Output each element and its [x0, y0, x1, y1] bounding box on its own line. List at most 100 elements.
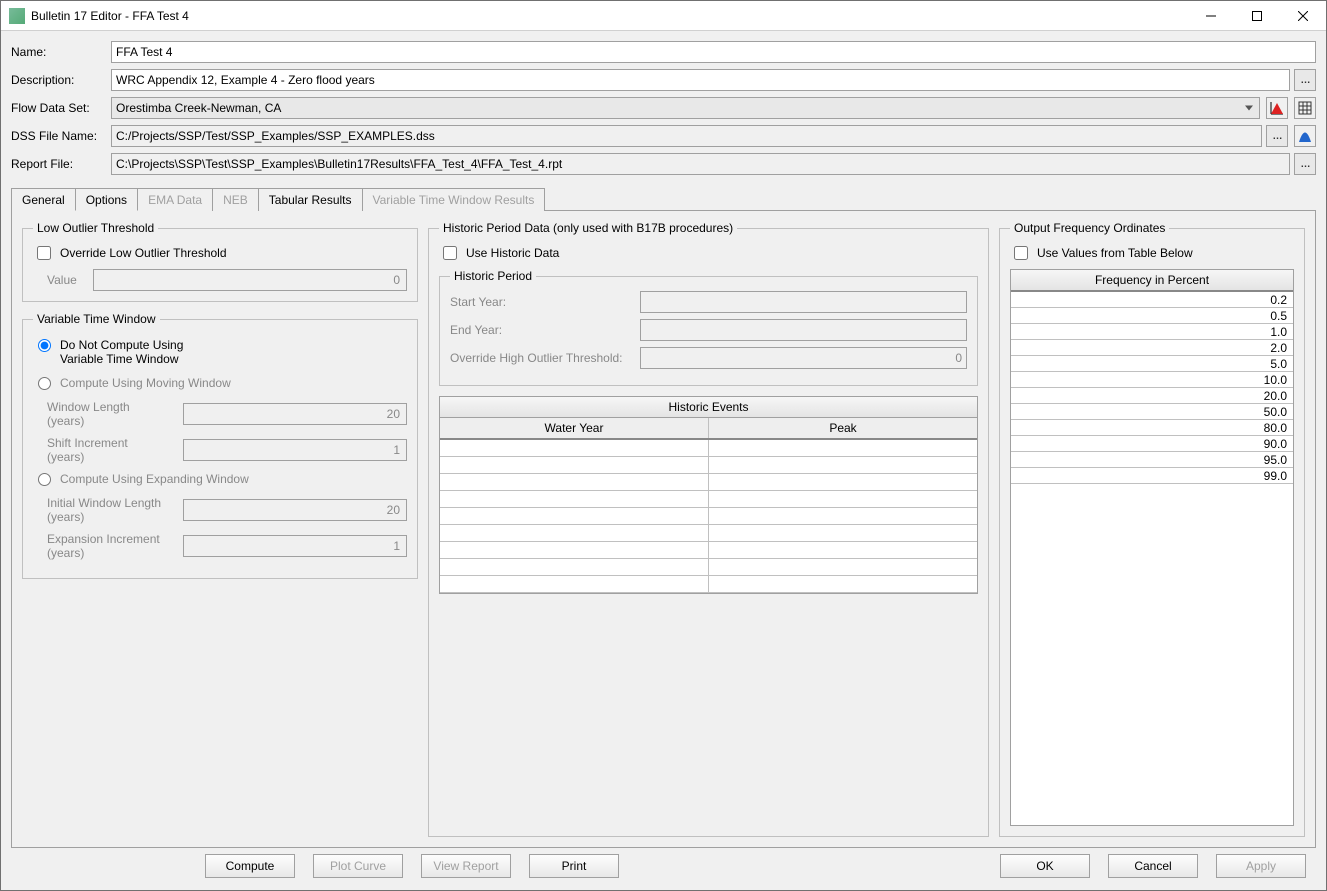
table-row[interactable] [440, 491, 977, 508]
tab-ema-data: EMA Data [137, 188, 213, 211]
override-low-outlier-checkbox[interactable] [37, 246, 51, 260]
frequency-row[interactable]: 90.0 [1011, 436, 1293, 452]
app-icon [9, 8, 25, 24]
shift-increment-input [183, 439, 407, 461]
vtw-do-not-compute-radio[interactable] [38, 339, 51, 352]
editor-window: Bulletin 17 Editor - FFA Test 4 Name: De… [0, 0, 1327, 891]
report-file-input[interactable] [111, 153, 1290, 175]
historic-events-header: Historic Events [440, 397, 977, 418]
flow-label: Flow Data Set: [11, 101, 107, 115]
window-length-label: Window Length [47, 400, 130, 414]
initial-window-length-years: (years) [47, 510, 84, 524]
frequency-row[interactable]: 10.0 [1011, 372, 1293, 388]
frequency-header: Frequency in Percent [1011, 270, 1293, 292]
maximize-button[interactable] [1234, 1, 1280, 31]
low-outlier-group: Low Outlier Threshold Override Low Outli… [22, 221, 418, 302]
end-year-input [640, 319, 967, 341]
col-water-year: Water Year [440, 418, 709, 438]
tab-tabular-results[interactable]: Tabular Results [258, 188, 363, 211]
name-input[interactable] [111, 41, 1316, 63]
historic-events-table: Historic Events Water Year Peak [439, 396, 978, 594]
table-row[interactable] [440, 457, 977, 474]
dss-browse-button[interactable]: … [1266, 125, 1288, 147]
shift-increment-years: (years) [47, 450, 84, 464]
name-label: Name: [11, 45, 107, 59]
dss-file-input[interactable] [111, 125, 1262, 147]
frequency-row[interactable]: 80.0 [1011, 420, 1293, 436]
minimize-button[interactable] [1188, 1, 1234, 31]
end-year-label: End Year: [450, 323, 640, 337]
expansion-increment-label: Expansion Increment [47, 532, 160, 546]
titlebar: Bulletin 17 Editor - FFA Test 4 [1, 1, 1326, 31]
table-row[interactable] [440, 542, 977, 559]
report-label: Report File: [11, 157, 107, 171]
description-label: Description: [11, 73, 107, 87]
table-row[interactable] [440, 576, 977, 593]
tab-strip: General Options EMA Data NEB Tabular Res… [11, 187, 1316, 211]
expansion-increment-years: (years) [47, 546, 84, 560]
table-row[interactable] [440, 559, 977, 576]
button-bar: Compute Plot Curve View Report Print OK … [11, 848, 1316, 886]
frequency-row[interactable]: 5.0 [1011, 356, 1293, 372]
window-title: Bulletin 17 Editor - FFA Test 4 [31, 9, 1188, 23]
vtw-opt2-label: Compute Using Moving Window [60, 376, 231, 390]
vtw-legend: Variable Time Window [33, 312, 160, 326]
table-row[interactable] [440, 440, 977, 457]
low-outlier-legend: Low Outlier Threshold [33, 221, 158, 235]
frequency-row[interactable]: 2.0 [1011, 340, 1293, 356]
ok-button[interactable]: OK [1000, 854, 1090, 878]
use-values-label: Use Values from Table Below [1037, 246, 1193, 260]
close-button[interactable] [1280, 1, 1326, 31]
plot-icon-button[interactable] [1266, 97, 1288, 119]
frequency-table: Frequency in Percent 0.20.51.02.05.010.0… [1010, 269, 1294, 826]
table-row[interactable] [440, 525, 977, 542]
plot-curve-button: Plot Curve [313, 854, 403, 878]
description-input[interactable] [111, 69, 1290, 91]
frequency-row[interactable]: 20.0 [1011, 388, 1293, 404]
tab-variable-time-window-results: Variable Time Window Results [362, 188, 546, 211]
vtw-expanding-window-radio[interactable] [38, 473, 51, 486]
frequency-row[interactable]: 50.0 [1011, 404, 1293, 420]
use-historic-data-checkbox[interactable] [443, 246, 457, 260]
frequency-row[interactable]: 95.0 [1011, 452, 1293, 468]
options-panel: Low Outlier Threshold Override Low Outli… [11, 211, 1316, 848]
historic-period-group: Historic Period Start Year: End Year: Ov… [439, 269, 978, 386]
variable-time-window-group: Variable Time Window Do Not Compute Usin… [22, 312, 418, 579]
tab-general[interactable]: General [11, 188, 76, 211]
compute-button[interactable]: Compute [205, 854, 295, 878]
vtw-opt3-label: Compute Using Expanding Window [60, 472, 249, 486]
override-low-outlier-label: Override Low Outlier Threshold [60, 246, 227, 260]
vtw-moving-window-radio[interactable] [38, 377, 51, 390]
cancel-button[interactable]: Cancel [1108, 854, 1198, 878]
distribution-icon-button[interactable] [1294, 125, 1316, 147]
historic-period-data-group: Historic Period Data (only used with B17… [428, 221, 989, 837]
frequency-row[interactable]: 0.2 [1011, 292, 1293, 308]
low-outlier-value-input [93, 269, 407, 291]
start-year-label: Start Year: [450, 295, 640, 309]
override-high-outlier-label: Override High Outlier Threshold: [450, 351, 640, 365]
start-year-input [640, 291, 967, 313]
window-length-input [183, 403, 407, 425]
table-icon-button[interactable] [1294, 97, 1316, 119]
description-browse-button[interactable]: … [1294, 69, 1316, 91]
table-row[interactable] [440, 508, 977, 525]
override-high-outlier-input [640, 347, 967, 369]
shift-increment-label: Shift Increment [47, 436, 128, 450]
apply-button: Apply [1216, 854, 1306, 878]
print-button[interactable]: Print [529, 854, 619, 878]
tab-options[interactable]: Options [75, 188, 138, 211]
frequency-row[interactable]: 0.5 [1011, 308, 1293, 324]
tab-neb: NEB [212, 188, 259, 211]
frequency-row[interactable]: 1.0 [1011, 324, 1293, 340]
flow-data-set-combo[interactable]: Orestimba Creek-Newman, CA [111, 97, 1260, 119]
report-browse-button[interactable]: … [1294, 153, 1316, 175]
initial-window-length-input [183, 499, 407, 521]
use-values-checkbox[interactable] [1014, 246, 1028, 260]
table-row[interactable] [440, 474, 977, 491]
low-outlier-value-label: Value [47, 273, 87, 287]
historic-legend: Historic Period Data (only used with B17… [439, 221, 737, 235]
frequency-row[interactable]: 99.0 [1011, 468, 1293, 484]
use-historic-data-label: Use Historic Data [466, 246, 559, 260]
output-frequency-legend: Output Frequency Ordinates [1010, 221, 1169, 235]
col-peak: Peak [709, 418, 977, 438]
